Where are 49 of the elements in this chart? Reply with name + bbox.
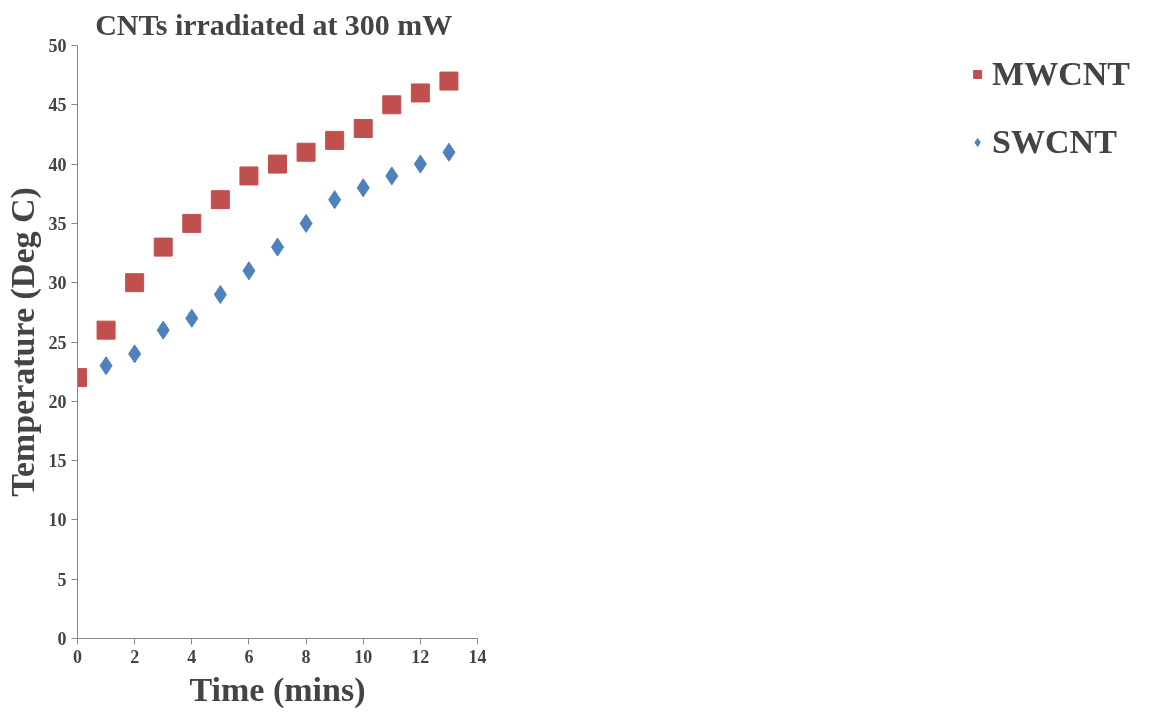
point <box>210 190 230 210</box>
point <box>99 356 113 376</box>
point <box>268 154 287 174</box>
y-tick-label: 20 <box>48 391 67 412</box>
y-tick-label: 35 <box>48 213 67 234</box>
y-tick-label: 50 <box>48 36 67 56</box>
point <box>353 119 373 139</box>
point <box>439 71 459 91</box>
x-tick-label: 12 <box>411 646 430 667</box>
legend-label: MWCNT <box>992 55 1130 93</box>
point <box>213 285 227 305</box>
y-tick-label: 40 <box>48 154 67 175</box>
point <box>182 213 202 233</box>
point <box>442 142 456 162</box>
x-tick-label: 8 <box>301 646 311 667</box>
x-tick-label: 10 <box>354 646 373 667</box>
point <box>328 190 342 210</box>
y-tick-label: 45 <box>48 95 67 116</box>
y-tick-label: 25 <box>48 332 67 353</box>
chart-title: CNTs irradiated at 300 mW <box>95 7 453 41</box>
x-tick-label: 6 <box>244 646 254 667</box>
point <box>299 213 313 233</box>
point <box>96 320 116 340</box>
point <box>385 166 399 186</box>
y-tick-label: 5 <box>57 569 67 590</box>
point <box>413 154 427 174</box>
x-axis-title: Time (mins) <box>189 670 366 709</box>
point <box>410 83 430 103</box>
y-tick-label: 0 <box>57 629 67 649</box>
y-tick-label: 30 <box>48 273 67 294</box>
point <box>239 166 259 186</box>
x-tick-label: 0 <box>73 646 82 667</box>
y-tick-label: 15 <box>48 451 67 472</box>
point <box>128 344 142 364</box>
x-tick-label: 14 <box>468 646 487 667</box>
legend-label: SWCNT <box>992 123 1117 161</box>
point <box>153 237 173 257</box>
x-tick-label: 4 <box>187 646 197 667</box>
point <box>242 261 256 281</box>
x-tick-label: 2 <box>130 646 140 667</box>
point <box>382 95 402 115</box>
point <box>156 320 170 340</box>
y-axis-title: Temperature (Deg C) <box>3 187 42 497</box>
point <box>296 142 316 162</box>
point <box>356 178 370 198</box>
point <box>325 130 345 150</box>
y-tick-label: 10 <box>48 510 67 531</box>
point <box>125 273 145 293</box>
point <box>185 308 199 328</box>
